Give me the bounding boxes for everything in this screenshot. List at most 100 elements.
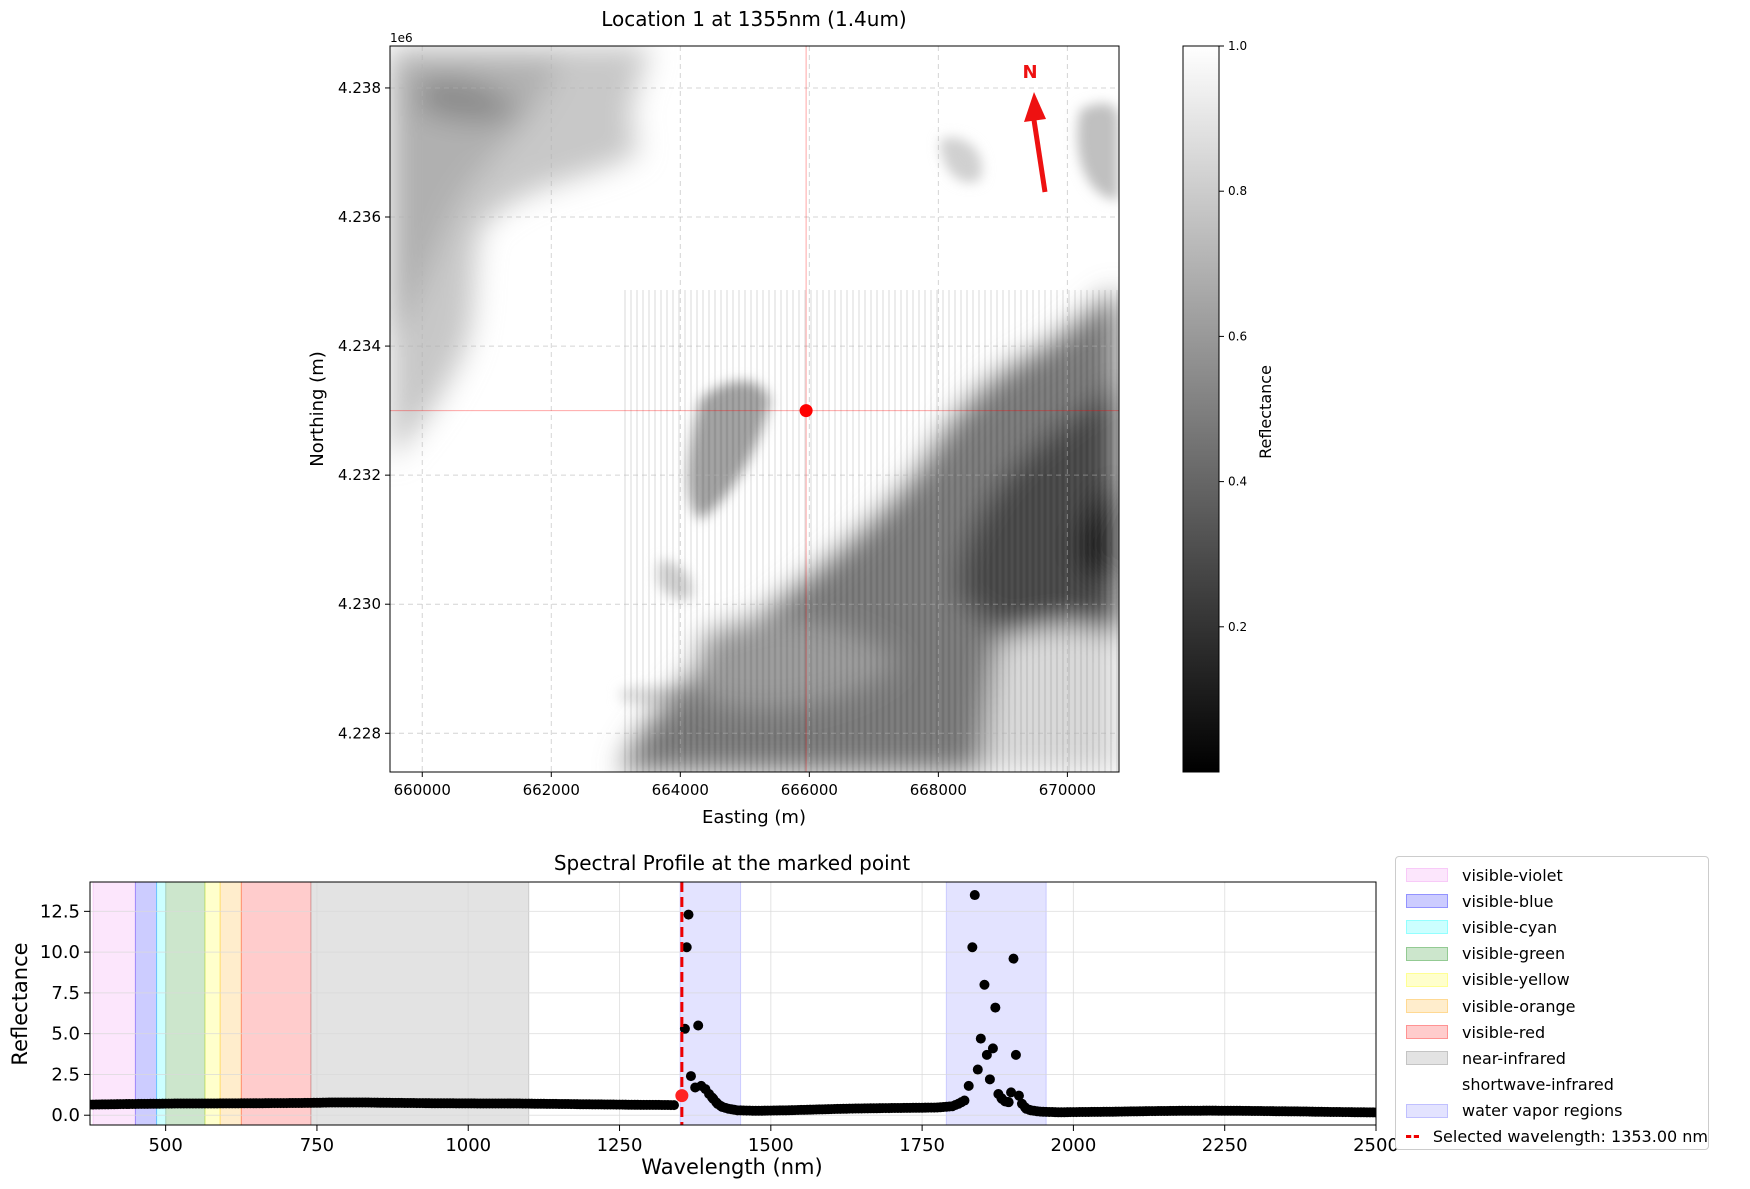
legend-swatch [1406,894,1448,909]
colorbar-tick-label: 0.2 [1228,620,1247,634]
legend-label: visible-green [1462,944,1566,964]
legend-swatch [1406,999,1448,1014]
legend-label: visible-cyan [1462,917,1558,937]
spectral-axes-frame [89,881,1377,1126]
spectral-y-ticks: 0.0 2.5 5.0 7.5 10.0 12.5 [40,901,90,1126]
legend-swatch [1406,1025,1448,1040]
legend-item: visible-green [1406,941,1708,967]
spectral-title: Spectral Profile at the marked point [554,851,910,875]
marked-point [799,404,813,418]
spectral-x-tick-label: 2500 [1353,1135,1399,1156]
region-band [219,882,242,1125]
spectral-x-tick-label: 750 [300,1135,334,1156]
region-band [134,882,158,1125]
legend-label: visible-blue [1462,891,1554,911]
colorbar-tick-label: 1.0 [1228,39,1247,53]
map-y-label: Northing (m) [307,351,328,466]
map-y-tick-label: 4.230 [338,595,381,613]
spectral-x-tick-label: 2250 [1202,1135,1248,1156]
legend-label: visible-orange [1462,996,1576,1016]
legend-label: shortwave-infrared [1462,1075,1614,1095]
map-x-ticks: 660000 662000 664000 666000 668000 670000 [394,772,1096,799]
legend-label: visible-yellow [1462,970,1570,990]
legend-swatch [1406,972,1448,987]
legend-swatch [1406,946,1448,961]
spectral-y-tick-label: 7.5 [51,983,80,1004]
spectral-point [683,909,694,920]
spectral-point [668,1100,679,1111]
map-axes-frame [389,45,1120,773]
spectral-grid [90,882,1376,1125]
map-y-ticks: 4.228 4.230 4.232 4.234 4.236 4.238 [338,79,390,742]
legend-swatch [1406,1103,1448,1118]
legend-item: visible-cyan [1406,914,1708,940]
region-band [92,882,136,1125]
legend-item: visible-violet [1406,862,1708,888]
spectral-point [987,1043,998,1054]
map-x-tick-label: 670000 [1039,781,1096,799]
spectral-point [981,1049,992,1060]
spectral-point [693,1020,704,1031]
spectral-point [967,942,978,953]
spectral-point [990,1002,1001,1013]
legend-swatch [1406,1051,1448,1066]
spectral-point [1013,1090,1024,1101]
spectral-point [984,1074,995,1085]
map-x-tick-label: 668000 [910,781,967,799]
map-y-tick-label: 4.234 [338,337,381,355]
spectral-point [959,1095,970,1106]
north-label: N [1022,62,1037,83]
spectral-y-tick-label: 2.5 [51,1064,80,1085]
legend-label: visible-red [1462,1022,1546,1042]
map-y-tick-label: 4.232 [338,466,381,484]
spectral-point [969,890,980,901]
spectral-y-tick-label: 5.0 [51,1024,80,1045]
spectral-point [1010,1049,1021,1060]
legend-swatch [1406,868,1448,883]
map-y-tick-label: 4.236 [338,208,381,226]
map-x-tick-label: 660000 [394,781,451,799]
legend-label: water vapor regions [1462,1101,1623,1121]
legend-item: visible-blue [1406,888,1708,914]
spectral-x-tick-label: 500 [148,1135,182,1156]
legend-swatch [1406,920,1448,935]
spectral-y-label: Reflectance [8,942,32,1065]
colorbar-tick-label: 0.6 [1228,329,1247,343]
spectral-x-tick-label: 1000 [445,1135,491,1156]
legend-swatch [1406,1135,1419,1139]
region-band [310,882,530,1125]
region-band [156,882,167,1125]
spectral-x-tick-label: 2000 [1051,1135,1097,1156]
legend-item: near-infrared [1406,1045,1708,1071]
map-x-tick-label: 662000 [523,781,580,799]
spectral-x-tick-label: 1750 [899,1135,945,1156]
legend-label: Selected wavelength: 1353.00 nm [1432,1127,1708,1147]
legend-item: visible-yellow [1406,967,1708,993]
region-band [240,882,312,1125]
spectral-y-tick-label: 12.5 [40,901,80,922]
colorbar-tick-label: 0.4 [1228,475,1247,489]
region-band [165,882,206,1125]
map-x-tick-label: 664000 [652,781,709,799]
spectral-legend: visible-violet visible-blue visible-cyan vi… [1395,856,1709,1150]
selected-point [675,1089,689,1103]
region-band [204,882,221,1125]
colorbar [1182,45,1220,773]
north-arrow: N [1022,62,1048,193]
spectral-point [972,1064,983,1075]
spectral-x-tick-label: 1500 [748,1135,794,1156]
legend-label: visible-violet [1462,865,1563,885]
spectral-point [979,979,990,990]
colorbar-label: Reflectance [1256,365,1275,459]
legend-item: water vapor regions [1406,1098,1708,1124]
spectral-point [1008,953,1019,964]
reflectance-image [390,46,1119,772]
spectral-x-ticks: 500 750 1000 1250 1500 1750 2000 2250 2500 [148,1125,1399,1156]
colorbar-ticks: 0.2 0.4 0.6 0.8 1.0 [1219,39,1247,634]
spectral-point [681,942,692,953]
spectral-points [90,890,1376,1118]
legend-item: visible-red [1406,1019,1708,1045]
map-y-tick-label: 4.228 [338,724,381,742]
spectral-point [685,1071,696,1082]
spectral-x-tick-label: 1250 [597,1135,643,1156]
